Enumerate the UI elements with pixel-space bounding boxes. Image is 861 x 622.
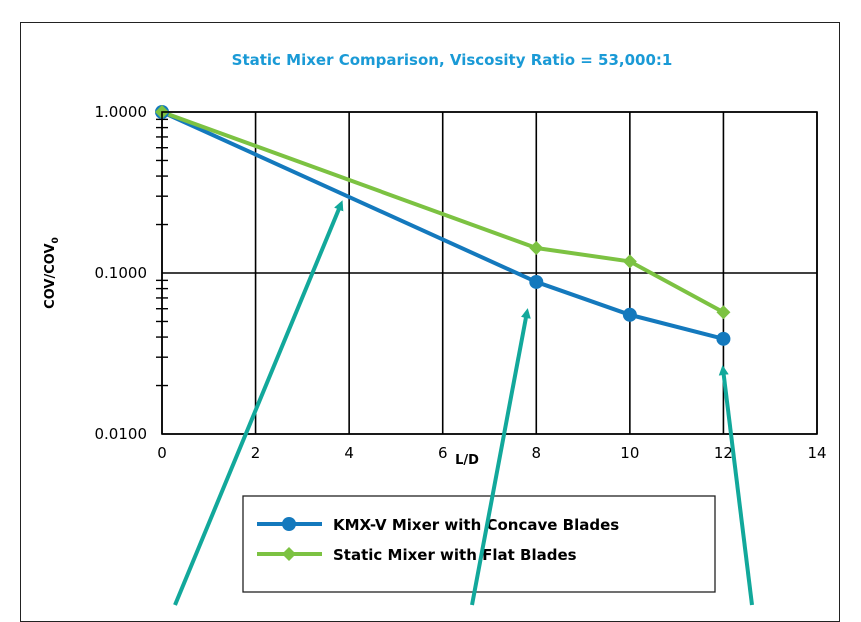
x-tick-labels: 0 2 4 6 8 10 12 14 [157,444,826,462]
legend: KMX-V Mixer with Concave Blades Static M… [242,495,716,593]
y-tick-label-0.1000: 0.1000 [95,264,148,282]
series-2-point-2 [622,254,637,269]
series-2-point-1 [529,240,544,255]
series-line-2 [161,110,725,315]
annotation-arrow-1 [173,200,344,606]
y-axis-label: COV/COV0 [43,237,61,309]
x-axis-label: L/D [455,453,479,468]
series-1-point-3 [716,331,731,346]
x-tick-label-0: 0 [157,444,167,462]
y-tick-labels: 1.0000 0.1000 0.0100 [95,103,148,443]
legend-label-kmx: KMX-V Mixer with Concave Blades [333,516,619,534]
legend-swatch-kmx-marker [282,517,296,531]
annotation-arrows [173,200,754,606]
series-1-point-1 [529,274,544,289]
x-tick-label-14: 14 [807,444,826,462]
series-1-point-2 [622,307,637,322]
legend-swatch-flat-marker [282,547,296,561]
chart-title: Static Mixer Comparison, Viscosity Ratio… [232,51,673,69]
annotation-arrow-2 [470,308,531,606]
annotation-arrow-3 [718,365,754,606]
x-tick-label-6: 6 [438,444,448,462]
x-tick-label-10: 10 [620,444,639,462]
plot-area-border [161,111,818,435]
y-axis-label-subscript: 0 [51,237,61,243]
legend-label-flat: Static Mixer with Flat Blades [333,546,577,564]
y-tick-label-1.0000: 1.0000 [95,103,148,121]
y-axis-label-main: COV/COV [43,243,58,308]
y-tick-label-0.0100: 0.0100 [95,425,148,443]
series-2-point-3 [716,305,731,320]
series-line-1 [161,110,724,341]
x-tick-label-12: 12 [714,444,733,462]
x-tick-label-2: 2 [251,444,261,462]
series-lines [161,110,725,341]
x-tick-label-4: 4 [344,444,354,462]
x-tick-label-8: 8 [532,444,542,462]
grid [161,111,818,435]
